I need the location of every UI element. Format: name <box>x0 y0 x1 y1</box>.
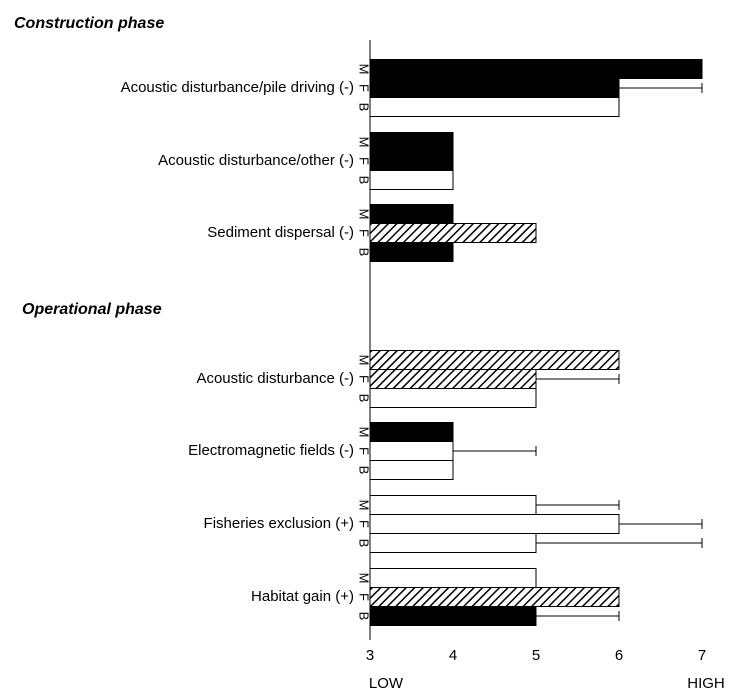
axis-end-label: HIGH <box>687 675 725 692</box>
series-label: B <box>357 539 372 548</box>
bar <box>369 78 620 98</box>
category-label: Sediment dispersal (-) <box>207 224 354 241</box>
bar <box>369 422 454 442</box>
series-label: M <box>357 137 372 148</box>
series-label: F <box>357 157 372 165</box>
axis-end-label: LOW <box>369 675 404 692</box>
category-label: Fisheries exclusion (+) <box>204 515 354 532</box>
bar <box>369 132 454 152</box>
category-label: Electromagnetic fields (-) <box>188 442 354 459</box>
series-label: B <box>357 248 372 257</box>
section-header: Operational phase <box>22 301 162 318</box>
x-tick-label: 3 <box>366 647 374 664</box>
series-label: M <box>357 573 372 584</box>
bar <box>369 388 537 408</box>
x-tick-label: 5 <box>532 647 540 664</box>
bar <box>369 204 454 224</box>
bar <box>369 460 454 480</box>
section-header: Construction phase <box>14 15 164 32</box>
bar <box>369 350 620 370</box>
bar <box>369 59 703 79</box>
series-label: B <box>357 394 372 403</box>
x-tick-label: 4 <box>449 647 457 664</box>
series-label: M <box>357 427 372 438</box>
series-label: B <box>357 612 372 621</box>
series-label: B <box>357 103 372 112</box>
category-label: Acoustic disturbance/other (-) <box>158 152 354 169</box>
bar <box>369 514 620 534</box>
series-label: F <box>357 520 372 528</box>
series-label: F <box>357 593 372 601</box>
bar <box>369 568 537 588</box>
series-label: B <box>357 176 372 185</box>
bar <box>369 441 454 461</box>
series-label: F <box>357 84 372 92</box>
x-tick-label: 7 <box>698 647 706 664</box>
bar <box>369 533 537 553</box>
series-label: M <box>357 64 372 75</box>
bar <box>369 606 537 626</box>
bar <box>369 242 454 262</box>
series-label: F <box>357 447 372 455</box>
bar <box>369 170 454 190</box>
series-label: F <box>357 375 372 383</box>
series-label: M <box>357 355 372 366</box>
series-label: M <box>357 209 372 220</box>
series-label: B <box>357 466 372 475</box>
bar <box>369 495 537 515</box>
series-label: F <box>357 229 372 237</box>
category-label: Acoustic disturbance (-) <box>196 370 354 387</box>
category-label: Acoustic disturbance/pile driving (-) <box>121 79 354 96</box>
bar <box>369 97 620 117</box>
series-label: M <box>357 500 372 511</box>
bar <box>369 587 620 607</box>
bar <box>369 223 537 243</box>
bar <box>369 151 454 171</box>
x-tick-label: 6 <box>615 647 623 664</box>
category-label: Habitat gain (+) <box>251 588 354 605</box>
bar <box>369 369 537 389</box>
